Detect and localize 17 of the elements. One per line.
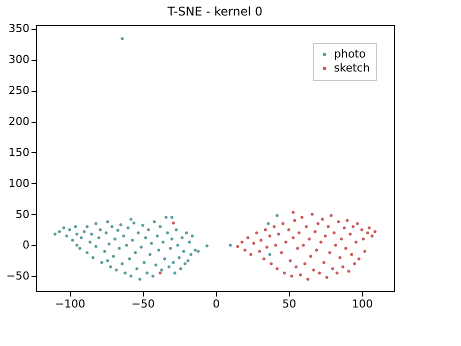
y-tick-label: −50 [6, 270, 30, 283]
y-tick-label: 100 [8, 176, 30, 190]
chart-title: T-SNE - kernel 0 [166, 4, 263, 19]
y-tick-label: 300 [8, 53, 30, 66]
y-tick-label: 50 [16, 208, 30, 221]
y-tick-label: 150 [8, 146, 30, 159]
x-tick-label: 100 [352, 298, 373, 310]
y-tick-label: 200 [8, 115, 30, 128]
x-tick-label: 0 [212, 298, 220, 310]
legend-label: sketch [334, 62, 370, 74]
x-tick-label: 50 [282, 298, 296, 310]
y-tick-label: 350 [8, 22, 30, 36]
y-tick-label: 0 [22, 238, 30, 252]
legend-label: photo [334, 48, 366, 60]
x-tick-label: −50 [132, 298, 155, 310]
x-tick-label: −100 [55, 298, 86, 310]
y-tick-label: 250 [8, 84, 30, 98]
